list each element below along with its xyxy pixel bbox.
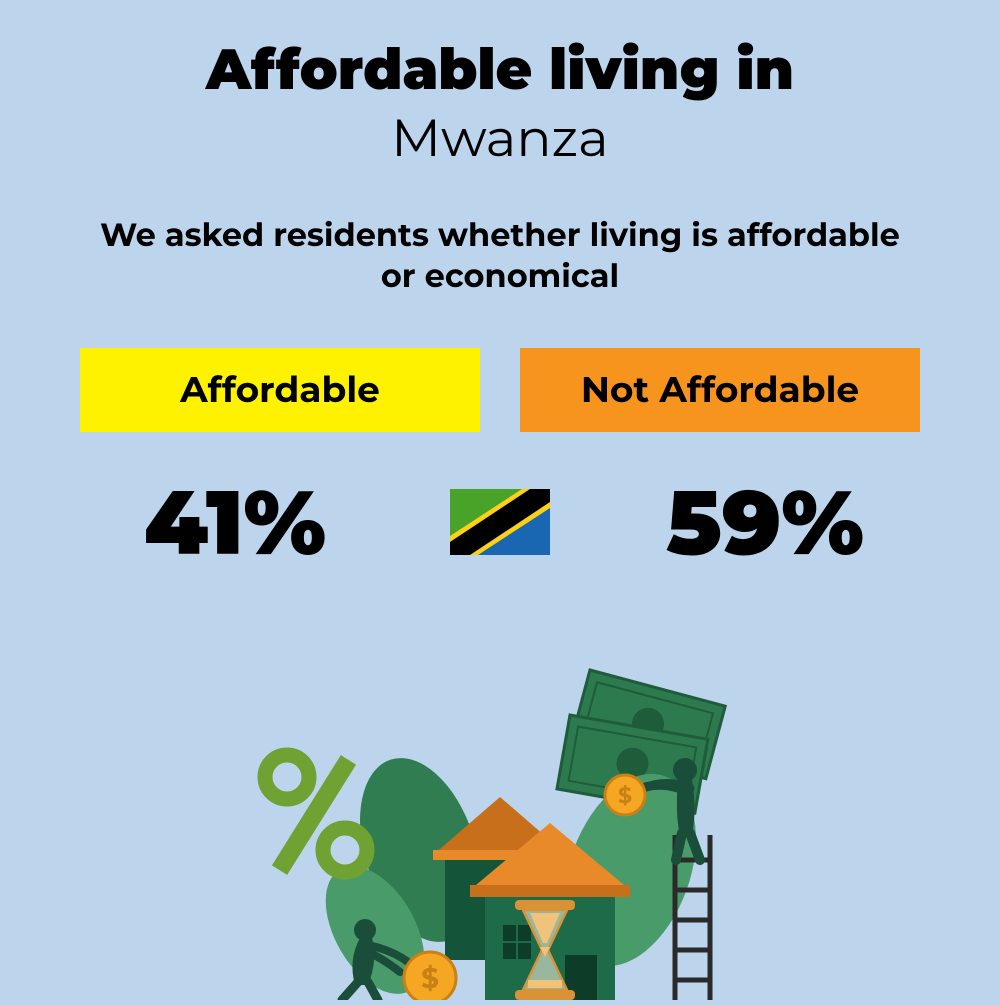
affordable-badge: Affordable — [80, 348, 480, 432]
savings-illustration-icon: $ $ — [220, 660, 780, 1000]
percent-row: 41% 59% — [60, 467, 940, 577]
tanzania-flag-icon — [450, 489, 550, 555]
city-name: Mwanza — [60, 107, 940, 170]
survey-description: We asked residents whether living is aff… — [60, 215, 940, 298]
page-title: Affordable living in — [60, 40, 940, 102]
not-affordable-badge: Not Affordable — [520, 348, 920, 432]
svg-text:$: $ — [421, 962, 439, 996]
affordable-percent: 41% — [60, 467, 410, 577]
svg-text:$: $ — [618, 782, 632, 809]
badge-row: Affordable Not Affordable — [60, 348, 940, 432]
not-affordable-percent: 59% — [590, 467, 940, 577]
